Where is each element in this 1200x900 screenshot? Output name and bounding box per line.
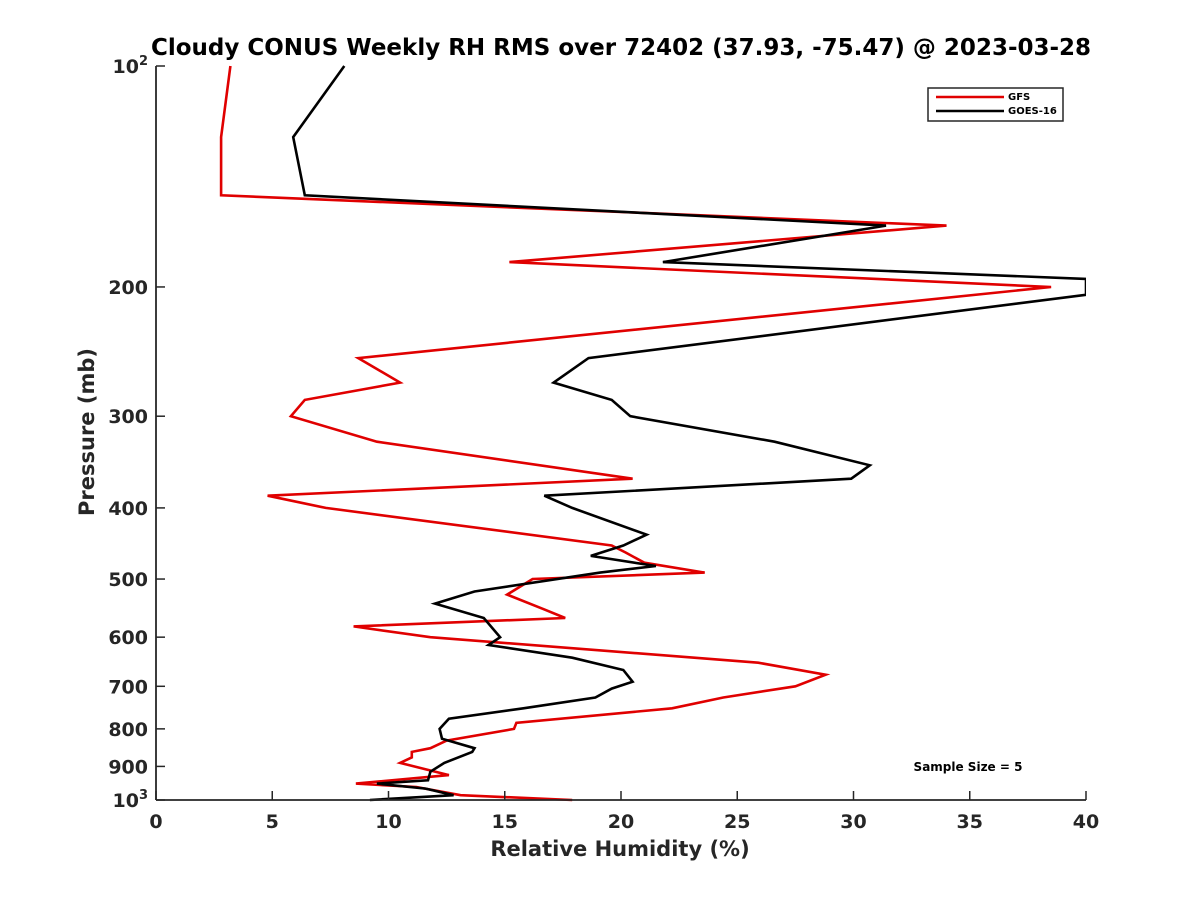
x-tick-label: 5	[266, 811, 279, 833]
x-tick-label: 30	[840, 811, 866, 833]
x-tick-label: 35	[957, 811, 983, 833]
y-tick-label: 103	[113, 788, 149, 812]
x-tick-label: 0	[149, 811, 162, 833]
legend: GFS GOES-16	[927, 87, 1064, 122]
y-tick-label: 700	[108, 676, 148, 698]
axes: 0 5 10 15 20 25 30 35 40 102 200 300 400 500 600 700 800…	[108, 54, 1099, 833]
series-line-gfs	[219, 65, 1052, 802]
y-tick-label: 300	[108, 406, 148, 428]
x-tick-label: 10	[375, 811, 401, 833]
legend-box	[927, 87, 1064, 122]
y-tick-label: 800	[108, 719, 148, 741]
y-tick-label: 600	[108, 627, 148, 649]
x-tick-label: 40	[1073, 811, 1099, 833]
sample-size-annotation: Sample Size = 5	[914, 760, 1023, 774]
series-line-goes16	[291, 65, 1086, 802]
x-tick-label: 25	[724, 811, 750, 833]
x-axis-label: Relative Humidity (%)	[490, 837, 749, 861]
y-axis-label: Pressure (mb)	[75, 348, 99, 516]
series-layer	[219, 65, 1086, 802]
x-tick-label: 20	[608, 811, 634, 833]
y-tick-label: 900	[108, 756, 148, 778]
x-tick-label: 15	[492, 811, 518, 833]
y-tick-label: 102	[113, 54, 149, 78]
y-tick-label: 200	[108, 277, 148, 299]
chart-title: Cloudy CONUS Weekly RH RMS over 72402 (3…	[151, 35, 1091, 61]
y-tick-label: 400	[108, 498, 148, 520]
legend-label-goes16: GOES-16	[1008, 106, 1057, 117]
legend-label-gfs: GFS	[1008, 92, 1030, 103]
y-tick-label: 500	[108, 569, 148, 591]
